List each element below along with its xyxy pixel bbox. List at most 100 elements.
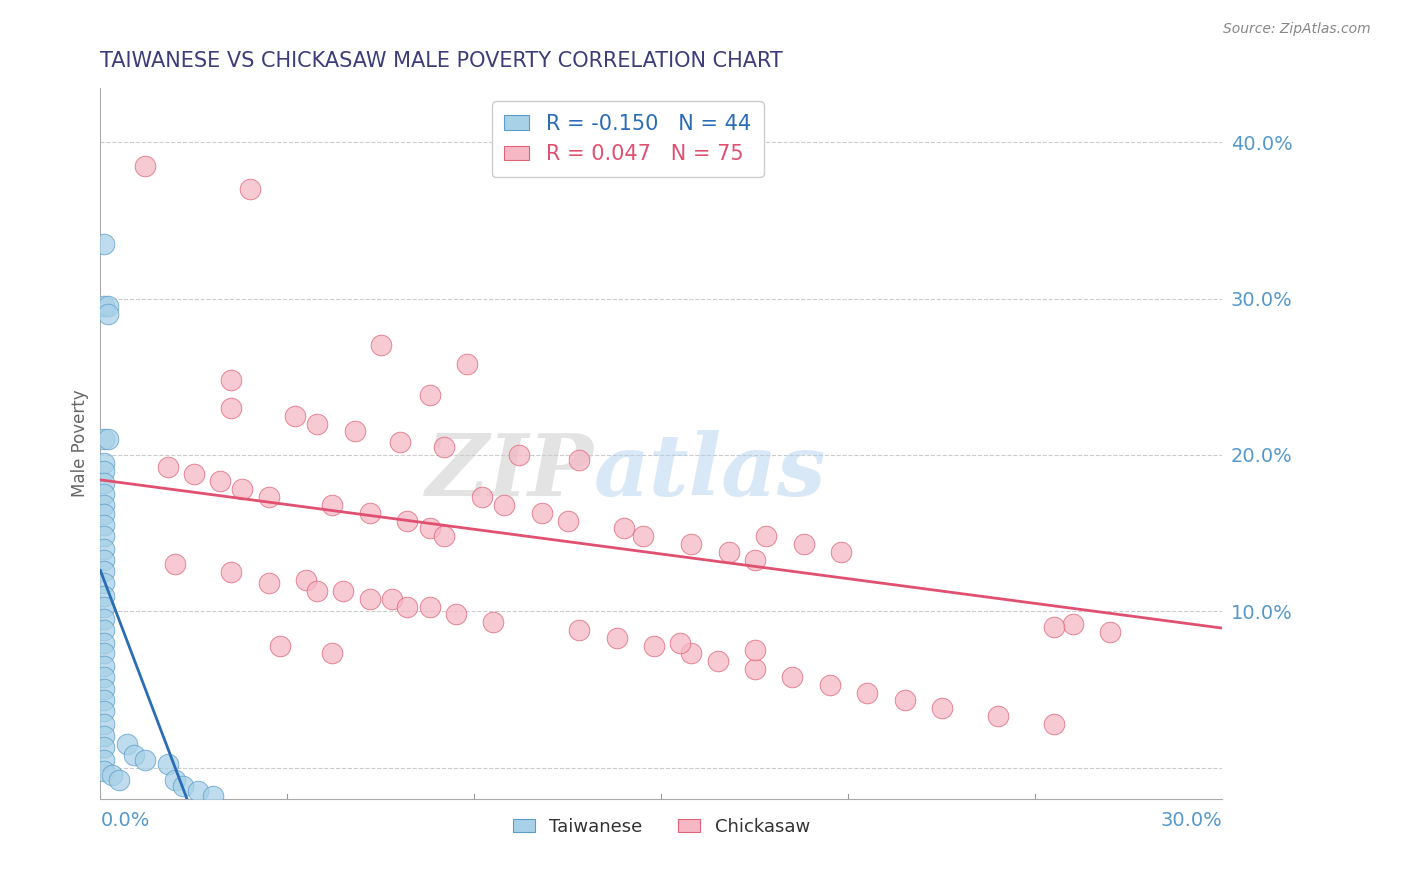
Point	[122, 747, 145, 762]
Point	[717, 545, 740, 559]
Point	[219, 401, 242, 415]
Point	[568, 452, 591, 467]
Point	[93, 299, 115, 313]
Text: ZIP: ZIP	[426, 430, 595, 514]
Point	[93, 623, 115, 637]
Point	[793, 537, 815, 551]
Point	[209, 475, 232, 489]
Point	[257, 576, 280, 591]
Point	[156, 757, 179, 772]
Point	[1043, 620, 1066, 634]
Point	[93, 508, 115, 522]
Point	[418, 388, 440, 402]
Point	[172, 780, 194, 794]
Point	[93, 740, 115, 755]
Point	[93, 729, 115, 743]
Point	[93, 529, 115, 543]
Point	[631, 529, 654, 543]
Text: atlas: atlas	[595, 430, 827, 514]
Point	[396, 599, 419, 614]
Point	[606, 631, 628, 645]
Point	[1267, 659, 1289, 673]
Point	[257, 490, 280, 504]
Point	[93, 753, 115, 767]
Point	[93, 599, 115, 614]
Point	[557, 514, 579, 528]
Point	[93, 456, 115, 470]
Point	[93, 236, 115, 251]
Point	[156, 460, 179, 475]
Point	[343, 425, 366, 439]
Point	[418, 521, 440, 535]
Point	[681, 537, 703, 551]
Point	[93, 647, 115, 661]
Point	[370, 338, 392, 352]
Point	[93, 704, 115, 718]
Point	[239, 182, 262, 196]
Point	[201, 789, 224, 803]
Point	[93, 693, 115, 707]
Point	[744, 552, 766, 566]
Point	[494, 498, 516, 512]
Point	[295, 573, 318, 587]
Point	[381, 591, 404, 606]
Point	[359, 506, 381, 520]
Point	[359, 591, 381, 606]
Point	[396, 514, 419, 528]
Point	[1241, 643, 1264, 657]
Point	[830, 545, 852, 559]
Point	[219, 565, 242, 579]
Point	[482, 615, 505, 630]
Point	[444, 607, 467, 622]
Point	[1361, 526, 1384, 541]
Point	[93, 716, 115, 731]
Legend: Taiwanese, Chickasaw: Taiwanese, Chickasaw	[506, 811, 817, 843]
Point	[165, 773, 187, 788]
Point	[418, 599, 440, 614]
Point	[93, 576, 115, 591]
Point	[706, 654, 728, 668]
Point	[1099, 624, 1122, 639]
Point	[134, 753, 156, 767]
Point	[93, 464, 115, 478]
Point	[321, 647, 343, 661]
Point	[93, 564, 115, 578]
Point	[93, 589, 115, 603]
Point	[755, 529, 778, 543]
Point	[307, 417, 329, 431]
Text: 0.0%: 0.0%	[100, 812, 149, 830]
Point	[93, 432, 115, 446]
Point	[744, 662, 766, 676]
Point	[93, 518, 115, 533]
Point	[987, 709, 1010, 723]
Point	[183, 467, 205, 481]
Point	[613, 521, 636, 535]
Point	[856, 685, 879, 699]
Text: 30.0%: 30.0%	[1161, 812, 1222, 830]
Point	[530, 506, 553, 520]
Point	[269, 639, 291, 653]
Point	[93, 635, 115, 649]
Point	[433, 440, 456, 454]
Point	[97, 432, 120, 446]
Point	[669, 635, 692, 649]
Point	[643, 639, 665, 653]
Point	[93, 682, 115, 697]
Point	[165, 558, 187, 572]
Point	[681, 647, 703, 661]
Point	[219, 373, 242, 387]
Point	[893, 693, 915, 707]
Point	[332, 583, 354, 598]
Text: TAIWANESE VS CHICKASAW MALE POVERTY CORRELATION CHART: TAIWANESE VS CHICKASAW MALE POVERTY CORR…	[100, 51, 783, 70]
Point	[508, 448, 530, 462]
Point	[931, 701, 953, 715]
Point	[471, 490, 494, 504]
Point	[231, 483, 253, 497]
Point	[568, 623, 591, 637]
Point	[1043, 716, 1066, 731]
Point	[93, 541, 115, 556]
Point	[1062, 616, 1084, 631]
Point	[321, 498, 343, 512]
Point	[388, 435, 411, 450]
Point	[97, 299, 120, 313]
